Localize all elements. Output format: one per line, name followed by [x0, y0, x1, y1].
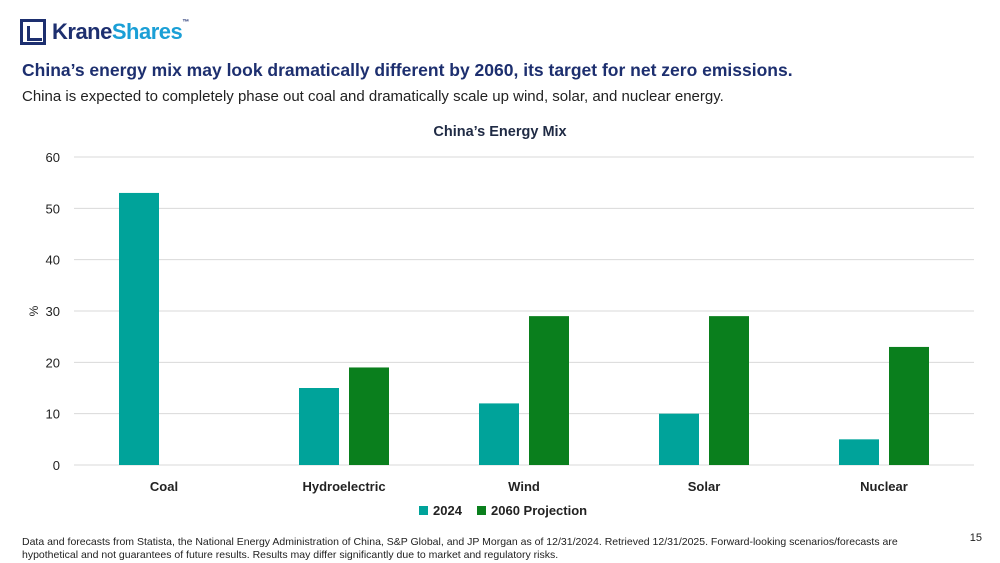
y-tick-label: 20 [46, 355, 60, 370]
bar-2060-projection-nuclear [889, 346, 929, 465]
source-footnote: Data and forecasts from Statista, the Na… [22, 536, 898, 561]
bar-2060-projection-wind [529, 316, 569, 465]
page-number: 15 [969, 532, 982, 544]
x-tick-label: Nuclear [860, 479, 908, 494]
x-tick-label: Solar [688, 479, 721, 494]
brand-wordmark: KraneShares™ [52, 19, 189, 45]
y-tick-label: 30 [46, 304, 60, 319]
bar-2024-hydroelectric [299, 388, 339, 465]
brand-logo-icon [20, 19, 46, 45]
page-headline: China’s energy mix may look dramatically… [22, 60, 793, 80]
x-tick-label: Wind [508, 479, 540, 494]
brand-logo: KraneShares™ [20, 19, 189, 45]
y-tick-label: 40 [46, 253, 60, 268]
legend-swatch-1 [477, 506, 486, 515]
y-tick-label: 0 [53, 458, 60, 473]
y-axis-label: % [27, 305, 41, 316]
x-tick-label: Coal [150, 479, 178, 494]
brand-name-part1: Krane [52, 19, 112, 44]
legend-swatch-0 [419, 506, 428, 515]
bar-2024-coal [119, 192, 159, 465]
bar-2024-solar [659, 413, 699, 465]
brand-name-part2: Shares [111, 19, 183, 44]
y-tick-label: 60 [46, 150, 60, 165]
brand-trademark: ™ [182, 19, 189, 26]
bar-2060-projection-hydroelectric [349, 367, 389, 465]
y-tick-label: 50 [46, 201, 60, 216]
chart-title: China’s Energy Mix [433, 124, 566, 140]
legend-label-1: 2060 Projection [491, 503, 587, 518]
bar-2024-nuclear [839, 439, 879, 465]
page-subhead: China is expected to completely phase ou… [22, 88, 724, 105]
x-tick-label: Hydroelectric [302, 479, 385, 494]
bar-2060-projection-solar [709, 316, 749, 465]
bar-2024-wind [479, 403, 519, 465]
legend-label-0: 2024 [433, 503, 463, 518]
y-tick-label: 10 [46, 407, 60, 422]
